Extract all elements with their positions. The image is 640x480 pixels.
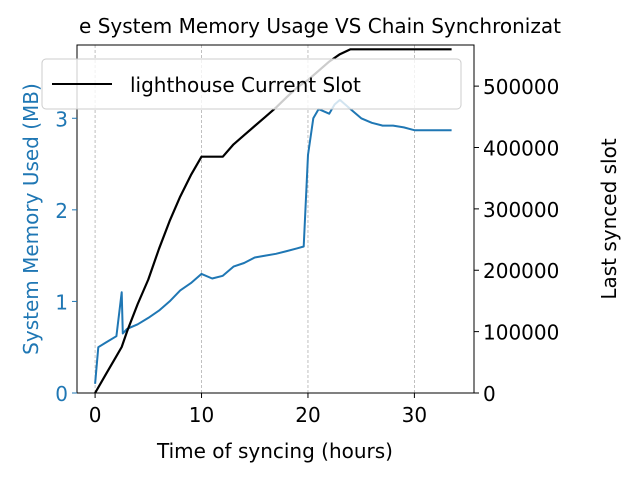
y-axis-right: 0 100000 200000 300000 400000 500000 — [474, 75, 559, 406]
memory-usage-line — [94, 98, 452, 384]
y-left-tick-label: 1 — [55, 290, 68, 314]
chart-title: e System Memory Usage VS Chain Synchroni… — [79, 14, 561, 38]
y-right-tick-label: 0 — [483, 382, 496, 406]
x-axis-label: Time of syncing (hours) — [156, 439, 393, 463]
y-right-tick-label: 400000 — [483, 136, 559, 160]
y-left-tick-label: 3 — [55, 107, 68, 131]
plot-frame — [76, 44, 475, 394]
y-left-tick-label: 2 — [55, 199, 68, 223]
y-right-tick-label: 200000 — [483, 259, 559, 283]
memory-series — [94, 98, 452, 384]
y-axis-right-label: Last synced slot — [597, 138, 621, 300]
y-right-tick-label: 100000 — [483, 321, 559, 345]
legend: lighthouse Current Slot — [41, 58, 462, 110]
y-right-tick-label: 300000 — [483, 198, 559, 222]
y-right-tick-label: 500000 — [483, 75, 559, 99]
legend-box — [41, 58, 462, 110]
x-tick-label: 0 — [89, 403, 102, 427]
legend-label-slot: lighthouse Current Slot — [130, 73, 361, 97]
x-tick-label: 10 — [189, 403, 214, 427]
x-tick-label: 30 — [402, 403, 427, 427]
x-tick-label: 20 — [295, 403, 320, 427]
y-axis-left: 0 1 2 3 — [55, 107, 77, 406]
y-axis-left-label: System Memory Used (MB) — [19, 83, 43, 355]
y-left-tick-label: 0 — [55, 382, 68, 406]
x-axis: 0 10 20 30 — [89, 393, 427, 427]
